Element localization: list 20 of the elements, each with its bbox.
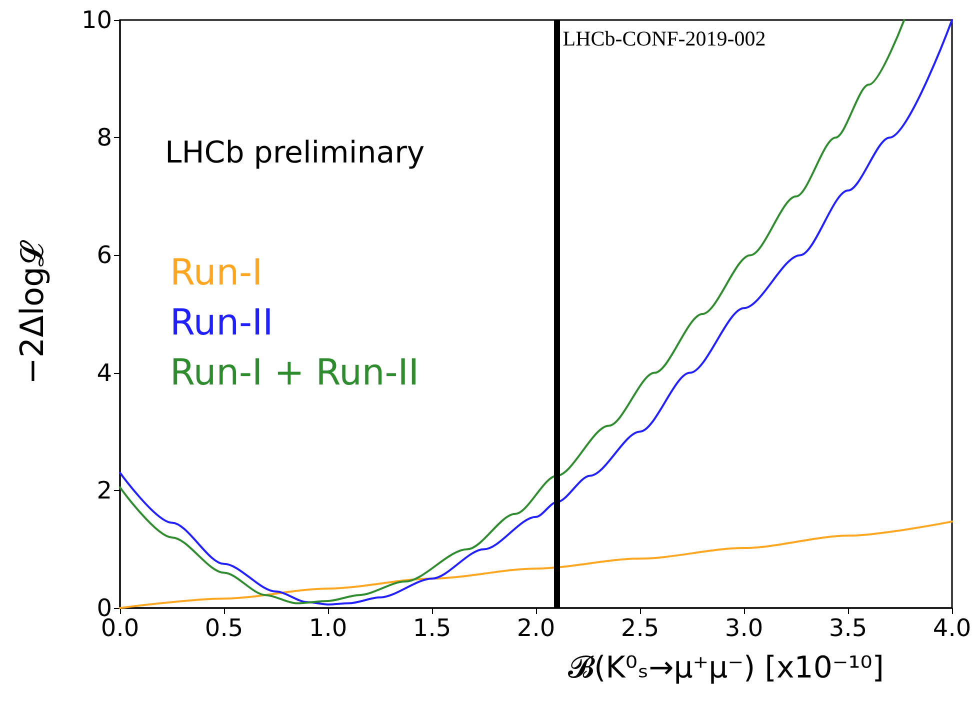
ref-line-label: LHCb-CONF-2019-002 xyxy=(562,26,766,50)
y-tick-label: 4 xyxy=(96,358,112,387)
x-axis-title: 𝓑(K⁰ₛ→μ⁺μ⁻) [x10⁻¹⁰] xyxy=(568,650,884,686)
text: Run-I + Run-II xyxy=(170,352,419,394)
annotation: LHCb preliminary xyxy=(165,136,425,170)
x-tick-label: 1.0 xyxy=(308,614,348,642)
x-tick-label: 2.0 xyxy=(516,614,556,642)
x-tick-label: 3.0 xyxy=(724,614,764,642)
text: Run-I xyxy=(170,252,263,294)
text: Run-II xyxy=(170,302,274,344)
y-tick-label: 10 xyxy=(81,6,112,34)
x-tick-label: 1.5 xyxy=(412,614,452,642)
x-tick-label: 2.5 xyxy=(620,614,660,642)
y-axis-title: −2Δlog𝓛 xyxy=(13,240,51,384)
y-tick-label: 2 xyxy=(96,476,112,504)
x-tick-label: 0.5 xyxy=(204,614,244,642)
y-tick-label: 6 xyxy=(96,241,112,270)
y-tick-label: 8 xyxy=(96,124,112,152)
x-tick-label: 3.5 xyxy=(828,614,868,642)
x-tick-label: 4.0 xyxy=(932,614,972,642)
